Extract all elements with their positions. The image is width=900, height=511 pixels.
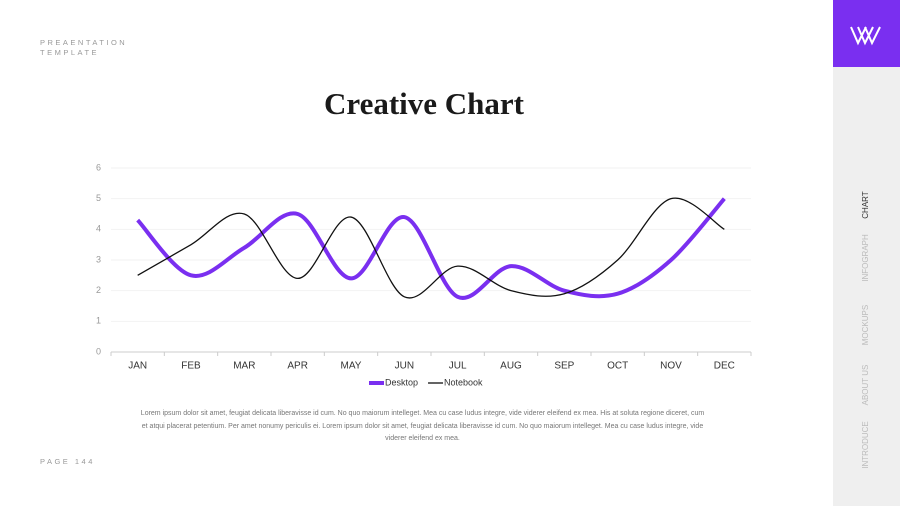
header-label: PREAENTATION [40, 38, 127, 47]
x-tick-label: MAY [341, 361, 362, 372]
x-tick-label: MAR [233, 361, 255, 372]
x-tick-label: APR [287, 361, 308, 372]
x-tick-label: JUN [395, 361, 414, 372]
logo-box[interactable] [833, 0, 900, 67]
chart-title: Creative Chart [324, 86, 525, 121]
x-tick-label: SEP [554, 361, 574, 372]
header-label: TEMPLATE [40, 48, 99, 57]
x-tick-label: JAN [128, 361, 147, 372]
x-tick-label: OCT [607, 361, 628, 372]
line-series [137, 197, 725, 299]
x-tick-label: JUL [449, 361, 467, 372]
y-tick-label: 4 [96, 224, 101, 234]
legend-label: Notebook [444, 377, 483, 387]
legend-label: Desktop [385, 377, 418, 387]
logo [850, 26, 881, 46]
y-tick-label: 3 [96, 254, 101, 264]
nav-item[interactable]: CHART [861, 191, 870, 219]
x-tick-label: NOV [660, 361, 682, 372]
x-tick-label: AUG [500, 361, 522, 372]
nav-item[interactable]: INFOGRAPH [861, 234, 870, 282]
page-number: PAGE 144 [40, 457, 95, 466]
line-series [136, 197, 726, 300]
side-panel [833, 0, 900, 506]
body-text: Lorem ipsum dolor sit amet, feugiat deli… [140, 410, 705, 442]
nav-item[interactable]: INTRODUCE [861, 421, 870, 469]
y-tick-label: 1 [96, 316, 101, 326]
x-tick-label: DEC [714, 361, 735, 372]
y-tick-label: 2 [96, 285, 101, 295]
nav-item[interactable]: ABOUT US [861, 365, 870, 406]
y-tick-label: 0 [96, 346, 101, 356]
x-tick-label: FEB [181, 361, 201, 372]
nav-item[interactable]: MOCKUPS [861, 305, 870, 345]
y-tick-label: 6 [96, 162, 101, 172]
y-tick-label: 5 [96, 193, 101, 203]
